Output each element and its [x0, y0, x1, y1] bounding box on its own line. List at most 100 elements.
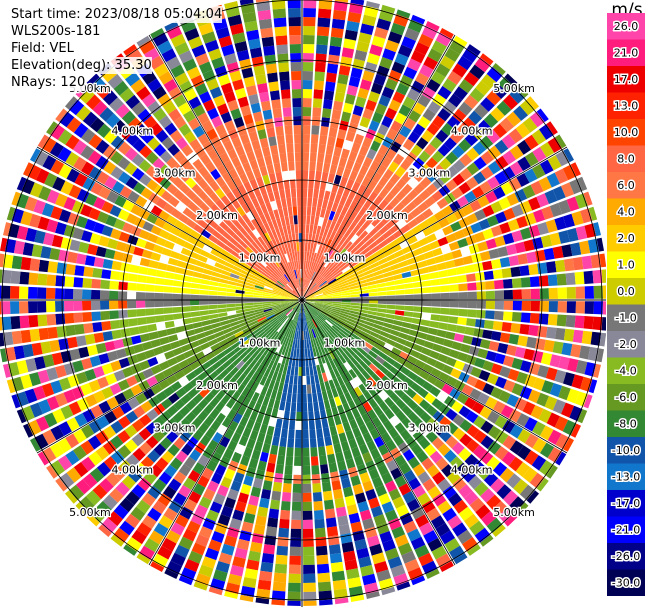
- ray-gate: [273, 322, 282, 330]
- ray-gate: [510, 266, 521, 277]
- ray-gate: [185, 218, 197, 229]
- colorbar-swatch: [607, 39, 645, 66]
- ray-gate: [593, 285, 603, 299]
- ray-gate: [55, 108, 68, 122]
- ray-gate: [350, 67, 363, 79]
- ray-gate: [240, 339, 250, 348]
- ray-gate: [37, 216, 50, 231]
- ray-gate: [84, 218, 97, 232]
- ray-gate: [243, 181, 253, 192]
- ray-gate: [73, 312, 84, 323]
- ray-gate: [63, 389, 76, 404]
- ray-gate: [208, 356, 219, 366]
- ray-gate: [215, 390, 226, 401]
- ray-gate: [52, 176, 66, 192]
- ray-gate: [320, 409, 327, 420]
- ray-gate: [203, 488, 216, 501]
- ray-gate: [280, 501, 291, 511]
- ray-gate: [432, 115, 446, 129]
- ray-gate: [415, 72, 429, 86]
- ray-gate: [186, 235, 197, 245]
- ray-gate: [391, 268, 402, 276]
- ray-gate: [350, 263, 360, 271]
- ray-gate: [328, 263, 337, 272]
- ray-gate: [302, 303, 305, 313]
- ray-gate: [323, 301, 333, 304]
- ray-gate: [270, 389, 278, 400]
- ray-gate: [417, 471, 431, 484]
- ray-gate: [342, 168, 352, 179]
- ray-gate: [403, 66, 418, 80]
- ray-gate: [119, 401, 133, 415]
- ray-gate: [485, 396, 498, 410]
- ray-gate: [548, 301, 558, 313]
- ray-gate: [209, 192, 220, 203]
- ray-gate: [398, 332, 409, 340]
- ray-gate: [317, 244, 323, 255]
- ray-gate: [445, 151, 459, 165]
- ray-gate: [139, 441, 153, 455]
- ray-gate: [158, 360, 170, 371]
- ray-gate: [169, 457, 183, 471]
- azimuth-spoke: [301, 146, 568, 301]
- ray-gate: [320, 180, 327, 191]
- ray-gate: [110, 166, 124, 180]
- ray-gate: [302, 366, 306, 376]
- ray-gate: [41, 383, 55, 398]
- ray-gate: [147, 507, 162, 522]
- ray-gate: [260, 234, 269, 244]
- ray-gate: [232, 509, 245, 521]
- ray-gate: [154, 307, 164, 315]
- ray-gate: [350, 291, 360, 295]
- ray-gate: [299, 303, 302, 313]
- ray-gate: [487, 160, 501, 175]
- ray-gate: [279, 255, 286, 265]
- ray-gate: [65, 96, 78, 110]
- ray-gate: [532, 146, 547, 162]
- ray-gate: [152, 429, 165, 443]
- ray-gate: [350, 288, 360, 293]
- ray-gate: [241, 376, 251, 387]
- ray-gate: [230, 341, 241, 350]
- ray-gate: [194, 83, 208, 96]
- ray-gate: [269, 262, 277, 271]
- ray-gate: [412, 430, 425, 443]
- ray-gate: [235, 230, 245, 240]
- ray-gate: [288, 282, 295, 290]
- ray-gate: [159, 177, 172, 190]
- ray-gate: [235, 360, 245, 370]
- ray-gate: [288, 573, 301, 583]
- ray-gate: [199, 434, 211, 447]
- ray-gate: [292, 321, 297, 330]
- ray-gate: [253, 297, 262, 300]
- ray-gate: [100, 310, 110, 321]
- ray-gate: [425, 157, 438, 170]
- ray-gate: [449, 300, 459, 308]
- ray-gate: [0, 237, 8, 252]
- ray-gate: [295, 429, 302, 439]
- colorbar-swatch: [607, 225, 645, 252]
- ray-gate: [289, 555, 301, 565]
- ray-gate: [246, 170, 255, 181]
- ray-gate: [302, 287, 304, 296]
- ray-gate: [280, 302, 290, 306]
- ray-gate: [368, 334, 378, 343]
- ray-gate: [278, 279, 286, 287]
- ray-gate: [394, 422, 406, 434]
- ray-gate: [341, 304, 351, 308]
- ray-gate: [556, 273, 567, 286]
- ray-gate: [590, 254, 602, 269]
- ray-gate: [510, 323, 521, 334]
- ray-gate: [241, 203, 251, 214]
- ray-gate: [235, 303, 245, 307]
- ray-gate: [185, 164, 197, 177]
- ray-gate: [333, 588, 348, 600]
- ray-gate: [458, 292, 468, 300]
- ray-gate: [487, 145, 502, 160]
- ray-gate: [458, 283, 468, 292]
- ray-gate: [272, 320, 280, 329]
- ray-gate: [109, 488, 124, 503]
- ray-gate: [202, 69, 216, 83]
- ray-gate: [311, 125, 320, 135]
- ray-gate: [381, 4, 396, 14]
